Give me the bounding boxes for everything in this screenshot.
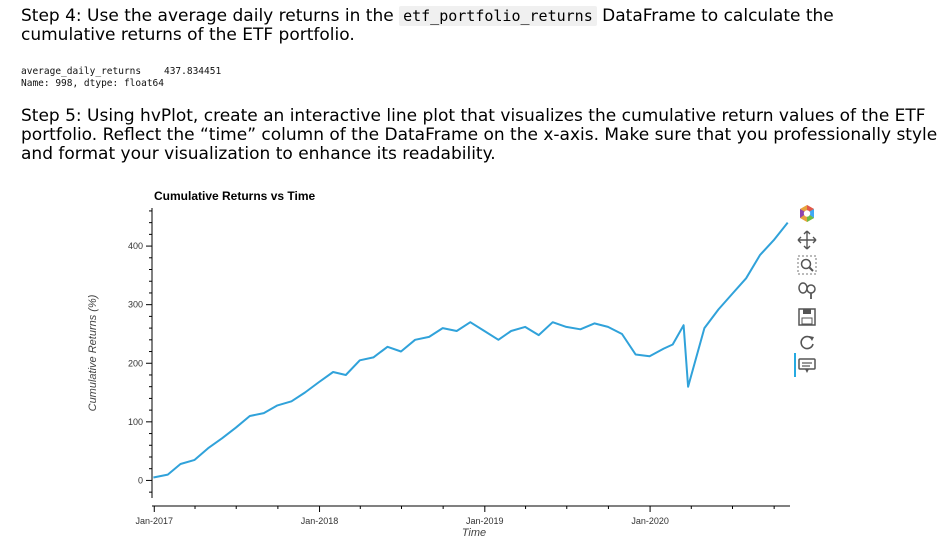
- step4-heading: Step 4: Use the average daily returns in…: [21, 6, 834, 45]
- plot-toolbar: [794, 203, 820, 403]
- step5-heading: Step 5: Using hvPlot, create an interact…: [21, 107, 937, 164]
- step4-text-suffix: DataFrame to calculate the: [596, 6, 834, 26]
- x-axis-label: Time: [462, 527, 486, 539]
- box-zoom-icon[interactable]: [796, 254, 818, 276]
- ticks: 0 100 200 300 400 Jan-2017 Jan-2018 Jan-2019 Jan…: [128, 210, 775, 526]
- pan-icon[interactable]: [796, 229, 818, 251]
- y-tick-label: 0: [138, 475, 143, 485]
- step5-text-line1: Step 5: Using hvPlot, create an interact…: [21, 106, 926, 126]
- output-line-2: Name: 998, dtype: float64: [21, 78, 164, 89]
- y-tick-label: 400: [128, 241, 143, 251]
- hover-icon[interactable]: [796, 355, 818, 377]
- wheel-zoom-icon[interactable]: [796, 280, 818, 302]
- y-tick-label: 300: [128, 300, 143, 310]
- dataframe-name-code: etf_portfolio_returns: [399, 6, 597, 26]
- output-line-1: average_daily_returns 437.834451: [21, 66, 222, 77]
- cumulative-returns-chart[interactable]: Cumulative Returns vs Time Time Cumulati…: [0, 180, 941, 545]
- y-tick-label: 100: [128, 417, 143, 427]
- active-tool-indicator: [794, 353, 796, 377]
- y-axis-label: Cumulative Returns (%): [87, 294, 99, 411]
- bokeh-logo-icon[interactable]: [796, 203, 818, 225]
- axes: [151, 208, 790, 507]
- x-tick-label: Jan-2018: [301, 516, 339, 526]
- step4-text-line2: cumulative returns of the ETF portfolio.: [21, 25, 355, 45]
- x-tick-label: Jan-2019: [466, 516, 504, 526]
- chart-title: Cumulative Returns vs Time: [154, 189, 315, 203]
- x-tick-label: Jan-2017: [135, 516, 173, 526]
- y-tick-label: 200: [128, 358, 143, 368]
- reset-icon[interactable]: [796, 332, 818, 354]
- cumulative-returns-line[interactable]: [153, 221, 789, 479]
- step5-text-line2: portfolio. Reflect the “time” column of …: [21, 125, 938, 145]
- x-tick-label: Jan-2020: [631, 516, 669, 526]
- save-icon[interactable]: [796, 306, 818, 328]
- step5-text-line3: and format your visualization to enhance…: [21, 144, 496, 164]
- step4-text-prefix: Step 4: Use the average daily returns in…: [21, 6, 400, 26]
- cell-output: average_daily_returns 437.834451 Name: 9…: [21, 66, 221, 90]
